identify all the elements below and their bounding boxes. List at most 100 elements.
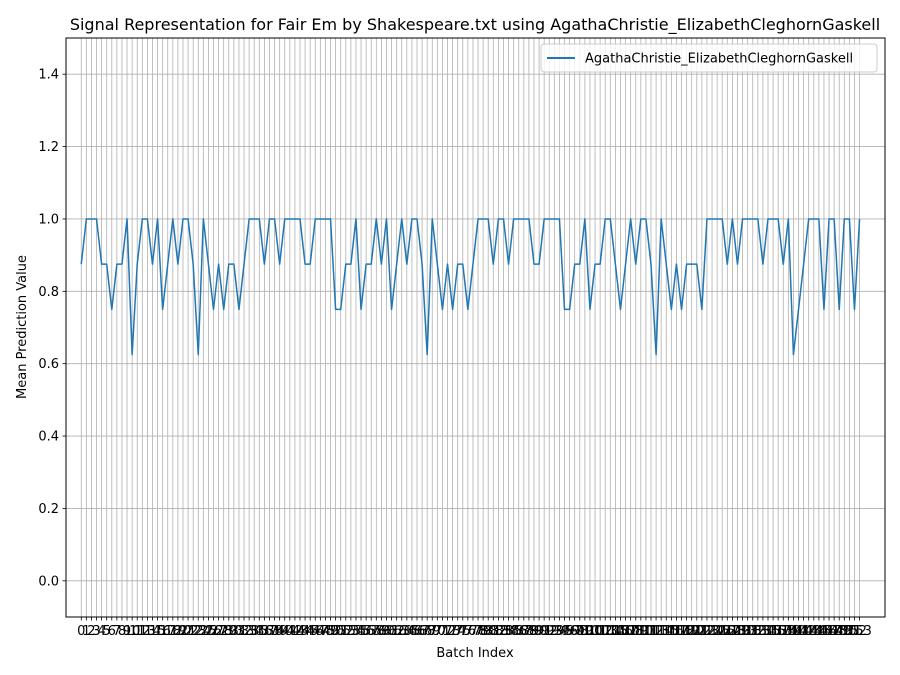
- x-tick-label: 91: [536, 624, 553, 639]
- x-tick-label: 34: [246, 624, 263, 639]
- x-tick-label: 119: [674, 624, 699, 639]
- x-tick-label: 149: [827, 624, 852, 639]
- x-tick-label: 95: [556, 624, 573, 639]
- x-tick-label: 134: [750, 624, 775, 639]
- x-tick-label: 67: [414, 624, 431, 639]
- x-tick-label: 87: [516, 624, 533, 639]
- x-tick-label: 120: [679, 624, 704, 639]
- x-tick-label: 69: [424, 624, 441, 639]
- x-tick-label: 19: [170, 624, 187, 639]
- x-tick-label: 27: [210, 624, 227, 639]
- x-tick-label: 79: [475, 624, 492, 639]
- series-line: [80, 218, 861, 356]
- x-tick-label: 65: [404, 624, 421, 639]
- x-ticks: 0123456789101112131415161718192021222324…: [77, 617, 872, 639]
- x-tick-label: 96: [561, 624, 578, 639]
- x-tick-label: 112: [639, 624, 664, 639]
- x-tick-label: 10: [124, 624, 141, 639]
- x-tick-label: 17: [159, 624, 176, 639]
- x-tick-label: 75: [455, 624, 472, 639]
- x-tick-label: 54: [348, 624, 365, 639]
- x-tick-label: 116: [659, 624, 684, 639]
- x-tick-label: 104: [598, 624, 623, 639]
- x-tick-label: 57: [363, 624, 380, 639]
- x-tick-label: 63: [393, 624, 410, 639]
- x-tick-label: 68: [419, 624, 436, 639]
- x-tick-label: 98: [572, 624, 589, 639]
- x-tick-label: 89: [526, 624, 543, 639]
- x-tick-label: 145: [806, 624, 831, 639]
- x-tick-label: 146: [812, 624, 837, 639]
- x-tick-label: 88: [521, 624, 538, 639]
- x-tick-label: 71: [434, 624, 451, 639]
- x-tick-label: 129: [725, 624, 750, 639]
- x-tick-label: 82: [490, 624, 507, 639]
- x-tick-label: 133: [745, 624, 770, 639]
- x-tick-label: 72: [439, 624, 456, 639]
- x-tick-label: 32: [236, 624, 253, 639]
- x-tick-label: 73: [444, 624, 461, 639]
- x-tick-label: 115: [654, 624, 679, 639]
- x-tick-label: 94: [551, 624, 568, 639]
- x-tick-label: 37: [261, 624, 278, 639]
- x-tick-label: 153: [847, 624, 872, 639]
- x-tick-label: 44: [297, 624, 314, 639]
- x-tick-label: 33: [241, 624, 258, 639]
- x-tick-label: 132: [740, 624, 765, 639]
- legend-box: [540, 43, 878, 73]
- x-tick-label: 42: [287, 624, 304, 639]
- x-tick-label: 5: [103, 624, 111, 639]
- x-tick-label: 31: [231, 624, 248, 639]
- x-tick-label: 70: [429, 624, 446, 639]
- x-tick-label: 139: [776, 624, 801, 639]
- x-tick-label: 148: [822, 624, 847, 639]
- x-tick-label: 22: [185, 624, 202, 639]
- x-tick-label: 66: [409, 624, 426, 639]
- x-tick-label: 117: [664, 624, 689, 639]
- x-tick-label: 24: [195, 624, 212, 639]
- x-tick-label: 39: [271, 624, 288, 639]
- x-tick-label: 51: [332, 624, 349, 639]
- x-tick-label: 124: [700, 624, 725, 639]
- x-tick-label: 28: [215, 624, 232, 639]
- x-tick-label: 2: [87, 624, 95, 639]
- x-tick-label: 110: [628, 624, 653, 639]
- x-tick-label: 46: [307, 624, 324, 639]
- axes-frame: [65, 37, 886, 618]
- y-tick-label: 0.6: [38, 357, 59, 372]
- x-tick-label: 127: [715, 624, 740, 639]
- x-tick-label: 12: [134, 624, 151, 639]
- x-tick-label: 77: [465, 624, 482, 639]
- x-tick-label: 90: [531, 624, 548, 639]
- x-tick-label: 142: [791, 624, 816, 639]
- x-tick-label: 78: [470, 624, 487, 639]
- x-tick-label: 23: [190, 624, 207, 639]
- x-tick-label: 99: [577, 624, 594, 639]
- x-tick-label: 100: [578, 624, 603, 639]
- x-tick-label: 141: [786, 624, 811, 639]
- x-tick-label: 64: [399, 624, 416, 639]
- y-ticks: 0.0 0.2 0.4 0.6 0.8 1.0 1.2 1.4: [38, 68, 66, 589]
- x-tick-label: 26: [205, 624, 222, 639]
- x-tick-label: 6: [108, 624, 116, 639]
- x-tick-label: 7: [113, 624, 121, 639]
- x-tick-label: 135: [756, 624, 781, 639]
- x-tick-label: 108: [618, 624, 643, 639]
- y-tick-label: 1.2: [38, 140, 59, 155]
- y-tick-label: 1.4: [38, 68, 59, 83]
- x-tick-label: 52: [338, 624, 355, 639]
- x-tick-label: 15: [149, 624, 166, 639]
- x-tick-label: 8: [118, 624, 126, 639]
- x-tick-label: 130: [730, 624, 755, 639]
- x-tick-label: 86: [510, 624, 527, 639]
- x-tick-label: 29: [221, 624, 238, 639]
- x-tick-label: 83: [495, 624, 512, 639]
- x-tick-label: 103: [593, 624, 618, 639]
- x-tick-label: 58: [368, 624, 385, 639]
- x-tick-label: 48: [317, 624, 334, 639]
- x-tick-label: 9: [123, 624, 131, 639]
- x-tick-label: 41: [282, 624, 299, 639]
- x-tick-label: 144: [801, 624, 826, 639]
